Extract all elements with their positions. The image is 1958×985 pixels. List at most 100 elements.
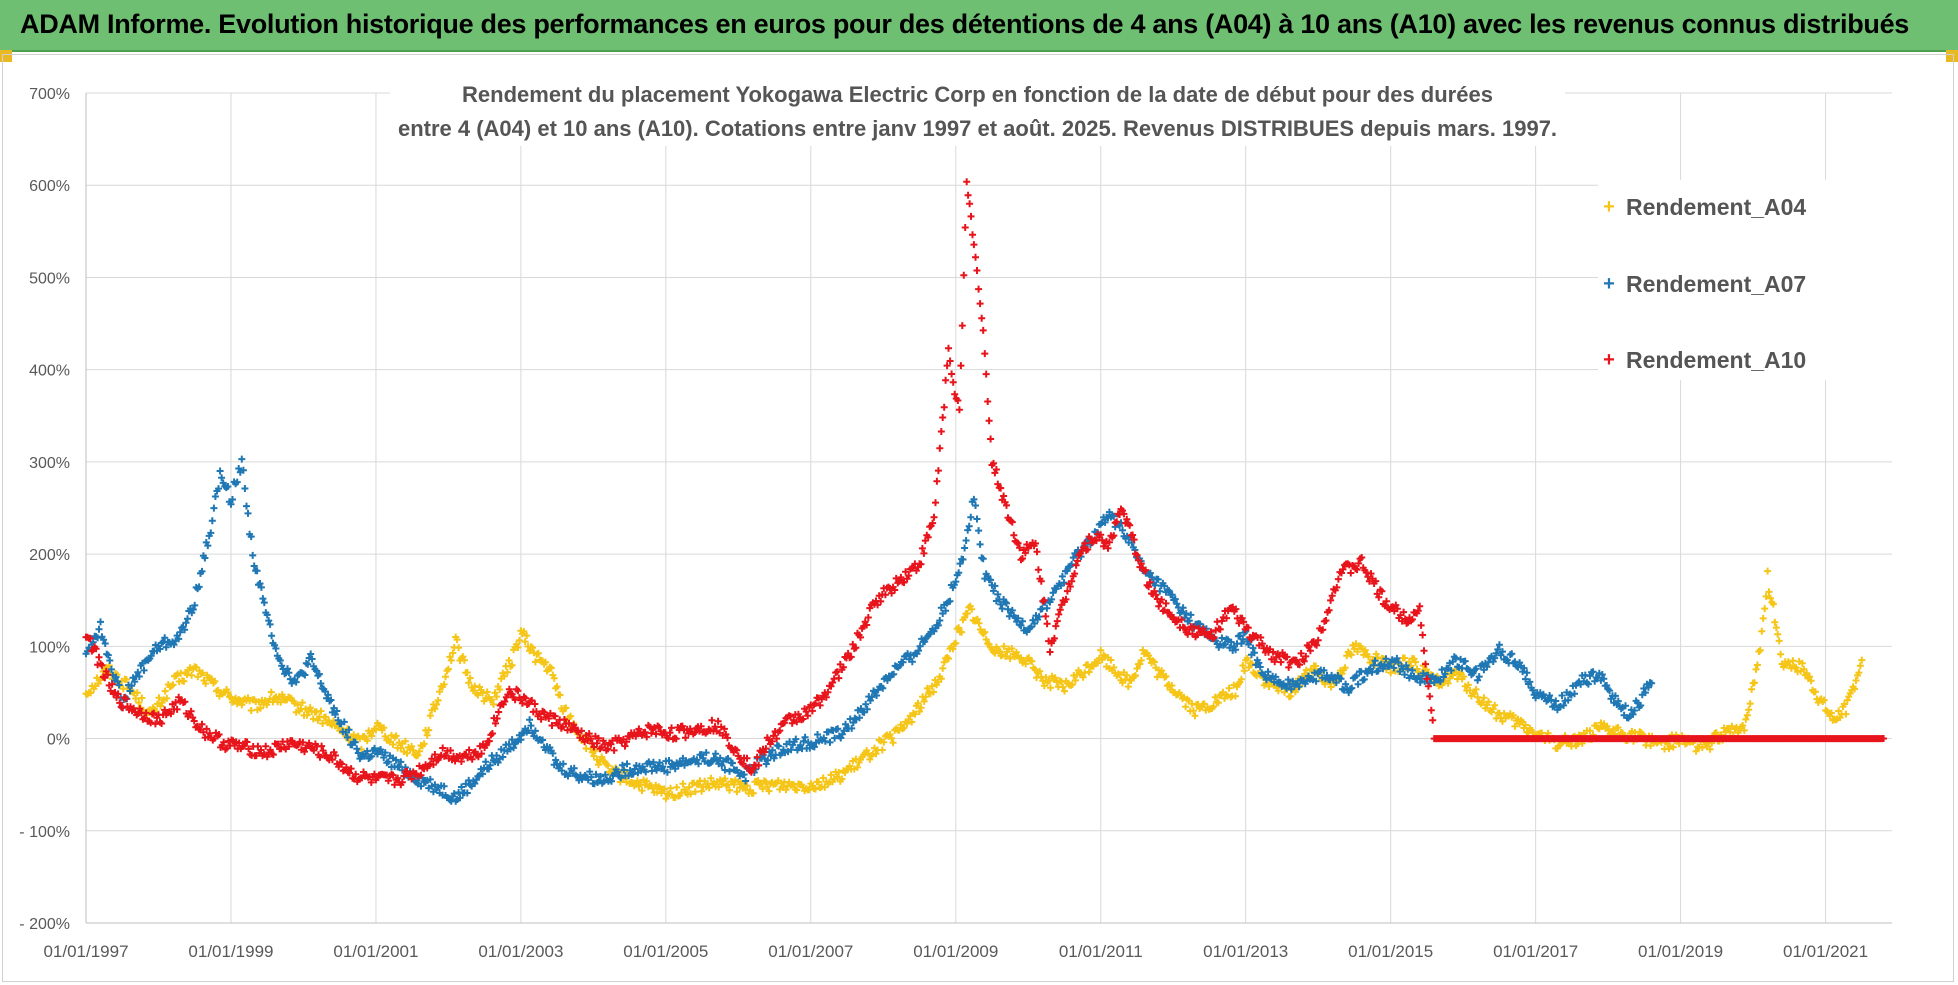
data-point [585,730,593,738]
data-point [257,583,265,591]
data-point [94,680,102,687]
data-point [970,241,978,249]
data-point [1214,699,1222,707]
data-point [853,763,861,771]
data-point [142,709,150,717]
data-point [431,705,439,713]
y-tick-label: - 200% [19,916,70,933]
data-point [1438,681,1446,689]
data-point [514,644,522,651]
data-point [346,769,353,777]
data-point [104,671,112,679]
data-point [292,678,300,686]
data-point [1327,596,1335,604]
legend-label-a04: Rendement_A04 [1626,193,1807,220]
data-point [1043,620,1051,628]
data-point [494,759,502,766]
data-point [122,676,130,683]
data-point [1297,649,1305,657]
data-point [1227,638,1235,646]
data-point [749,789,757,797]
data-point [353,745,361,753]
data-point [276,657,284,664]
data-point [503,668,511,676]
data-point [1751,679,1758,687]
data-point [474,691,482,699]
data-point [958,322,966,330]
data-point [982,636,990,643]
data-point [394,774,402,782]
data-point [294,701,302,709]
data-point [720,725,728,733]
data-point [1097,646,1105,654]
data-point [951,390,959,398]
data-point [285,669,293,677]
data-point [384,758,392,766]
data-point [1296,661,1303,669]
data-point [1339,565,1347,573]
data-point [1571,690,1578,698]
data-point [952,578,960,586]
data-point [629,770,637,778]
data-point [414,751,422,759]
data-point [265,617,273,625]
data-point [1006,655,1014,662]
data-point [1043,604,1051,612]
data-point [1640,685,1648,692]
data-point [749,766,757,773]
data-point [1348,684,1356,692]
data-point [128,682,136,690]
data-point [1772,624,1780,632]
data-point [976,540,984,548]
data-point [762,745,770,753]
data-point [714,717,722,725]
data-point [1207,628,1215,636]
data-point [1427,706,1435,714]
data-point [1438,666,1446,674]
data-point [804,712,812,720]
data-point [1036,667,1044,675]
data-point [308,655,316,663]
x-tick-label: 01/01/2009 [913,942,998,961]
data-point [211,493,219,500]
data-point [948,370,956,378]
data-point [466,674,474,682]
data-point [711,723,719,731]
data-point [161,687,169,695]
data-point [347,765,355,773]
data-point [940,658,948,666]
data-point [1056,606,1064,614]
data-point [1150,658,1158,666]
data-point [937,428,945,435]
data-point [526,716,534,724]
data-point [1051,674,1059,682]
data-point [730,781,738,789]
data-point [545,715,553,722]
data-point [420,740,428,748]
data-point [957,362,965,370]
data-point [939,664,947,672]
y-tick-label: 600% [29,178,70,195]
data-point [523,632,531,640]
data-point [449,649,457,657]
data-point [827,682,835,690]
data-point [198,567,206,575]
data-point [1345,689,1353,697]
data-point [395,763,403,770]
data-point [652,730,660,738]
data-point [1452,654,1460,662]
data-point [743,782,751,790]
data-point [663,768,671,776]
data-point [1387,669,1395,677]
data-point [900,724,908,732]
data-point [1284,676,1292,684]
data-point [1522,721,1529,729]
data-point [764,756,772,764]
data-point [848,724,856,732]
data-point [440,782,448,790]
data-point [972,502,979,509]
data-point [140,666,148,674]
data-point [1820,696,1828,704]
data-point [1165,587,1173,595]
data-point [695,760,702,768]
